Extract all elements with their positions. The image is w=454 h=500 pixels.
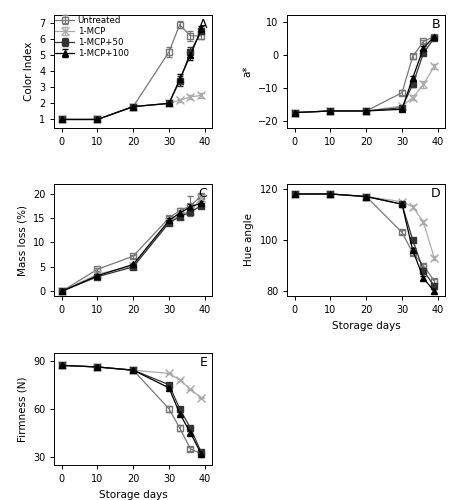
Text: B: B: [432, 18, 440, 32]
Y-axis label: Firmness (N): Firmness (N): [18, 376, 28, 442]
Text: E: E: [199, 356, 207, 369]
Y-axis label: Mass loss (%): Mass loss (%): [18, 204, 28, 276]
X-axis label: Storage days: Storage days: [99, 490, 168, 500]
Legend: Untreated, 1-MCP, 1-MCP+50, 1-MCP+100: Untreated, 1-MCP, 1-MCP+50, 1-MCP+100: [55, 16, 129, 58]
Y-axis label: a*: a*: [242, 66, 252, 77]
Text: C: C: [198, 187, 207, 200]
X-axis label: Storage days: Storage days: [332, 321, 400, 331]
Text: D: D: [430, 187, 440, 200]
Y-axis label: Hue angle: Hue angle: [244, 214, 254, 266]
Y-axis label: Color Index: Color Index: [24, 42, 34, 101]
Text: A: A: [199, 18, 207, 32]
